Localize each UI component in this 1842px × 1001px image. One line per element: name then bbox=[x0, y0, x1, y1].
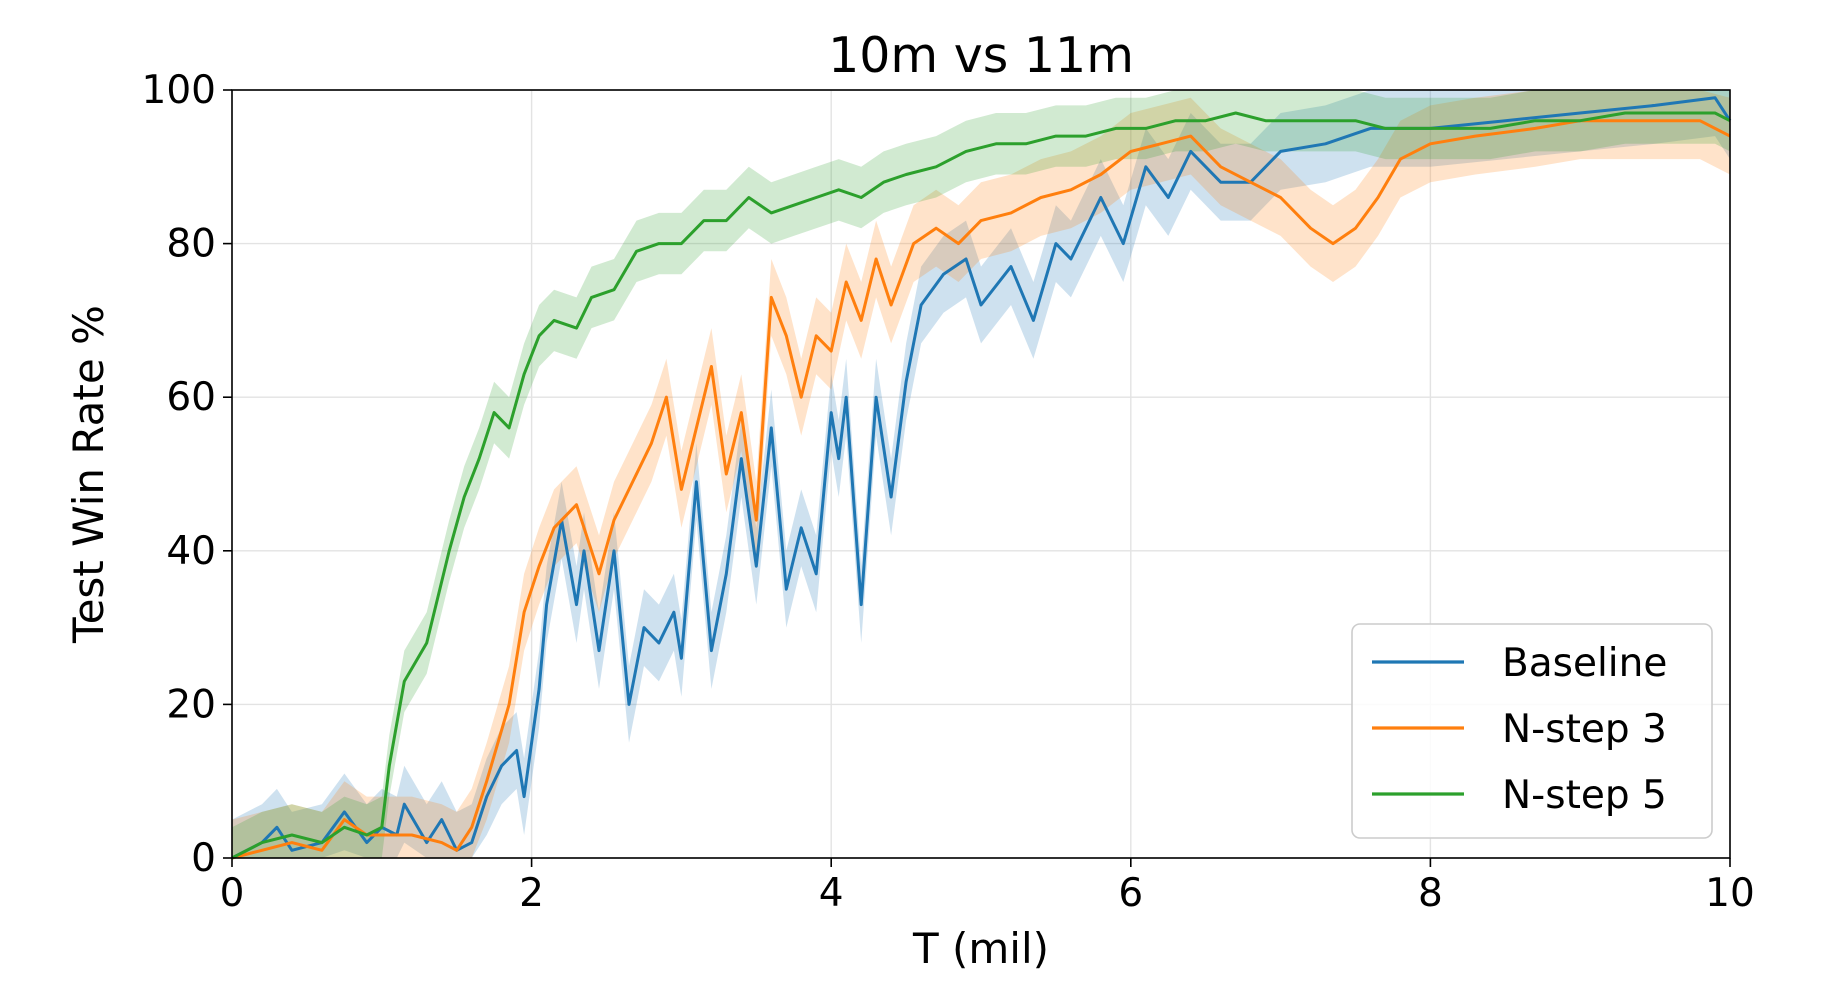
legend: Baseline N-step 3 N-step 5 bbox=[1351, 623, 1713, 839]
x-tick-label: 0 bbox=[220, 871, 245, 916]
y-tick-label: 20 bbox=[166, 682, 216, 727]
y-tick-label: 40 bbox=[166, 529, 216, 574]
x-tick-label: 4 bbox=[819, 871, 844, 916]
y-tick-label: 80 bbox=[166, 222, 216, 267]
plot-frame bbox=[231, 89, 1731, 859]
series-lines bbox=[231, 96, 1732, 860]
x-tick-label: 2 bbox=[519, 871, 544, 916]
legend-label: N-step 5 bbox=[1502, 773, 1667, 818]
chart-title: 10m vs 11m bbox=[828, 27, 1134, 84]
confidence-bands bbox=[232, 90, 1730, 858]
x-axis-label: T (mil) bbox=[912, 924, 1049, 973]
x-tick-label: 6 bbox=[1118, 871, 1143, 916]
legend-label: N-step 3 bbox=[1502, 707, 1667, 752]
series-line-n-step-5 bbox=[231, 111, 1731, 860]
series-line-baseline bbox=[231, 96, 1732, 860]
confidence-band-n-step-5 bbox=[232, 90, 1730, 858]
y-tick-label: 100 bbox=[142, 68, 216, 113]
y-tick-label: 0 bbox=[191, 836, 216, 881]
y-axis-label: Test Win Rate % bbox=[64, 305, 113, 644]
series-line-n-step-3 bbox=[231, 119, 1731, 860]
x-tick-label: 8 bbox=[1418, 871, 1443, 916]
confidence-band-n-step-3 bbox=[232, 90, 1730, 858]
legend-label: Baseline bbox=[1502, 641, 1667, 686]
x-tick-label: 10 bbox=[1705, 871, 1755, 916]
legend-box bbox=[1351, 623, 1713, 839]
y-tick-label: 60 bbox=[166, 375, 216, 420]
